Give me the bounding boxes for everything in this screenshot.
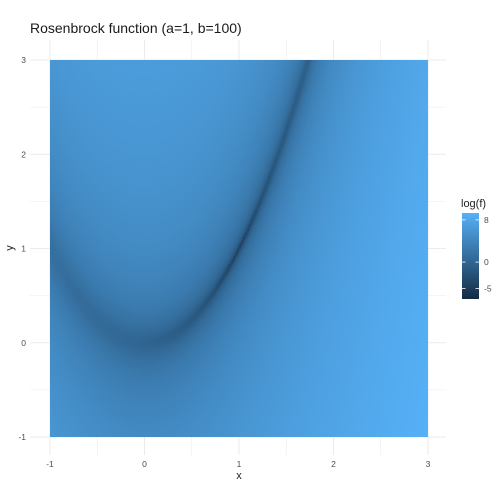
legend-tick-label: 8 [484, 215, 489, 225]
y-axis-ticks: -1 0 1 2 3 [18, 55, 26, 442]
x-axis-ticks: -1 0 1 2 3 [46, 459, 430, 469]
y-tick-label: 2 [21, 149, 26, 159]
y-tick-label: 3 [21, 55, 26, 65]
y-tick-label: 1 [21, 244, 26, 254]
x-tick-label: 0 [142, 459, 147, 469]
x-tick-label: 3 [426, 459, 431, 469]
x-tick-label: -1 [46, 459, 54, 469]
y-tick-label: -1 [18, 432, 26, 442]
y-tick-label: 0 [21, 338, 26, 348]
legend-colorbar [462, 213, 479, 299]
legend-tick-label: -5 [484, 283, 492, 293]
legend-tick-label: 0 [484, 257, 489, 267]
color-legend: log(f) 8 0 -5 [461, 198, 492, 299]
x-tick-label: 1 [237, 459, 242, 469]
heatmap-raster [50, 60, 428, 437]
x-axis-label: x [236, 470, 242, 482]
y-axis-label: y [4, 245, 16, 251]
chart-title: Rosenbrock function (a=1, b=100) [30, 20, 242, 36]
legend-title: log(f) [461, 198, 486, 210]
x-tick-label: 2 [331, 459, 336, 469]
